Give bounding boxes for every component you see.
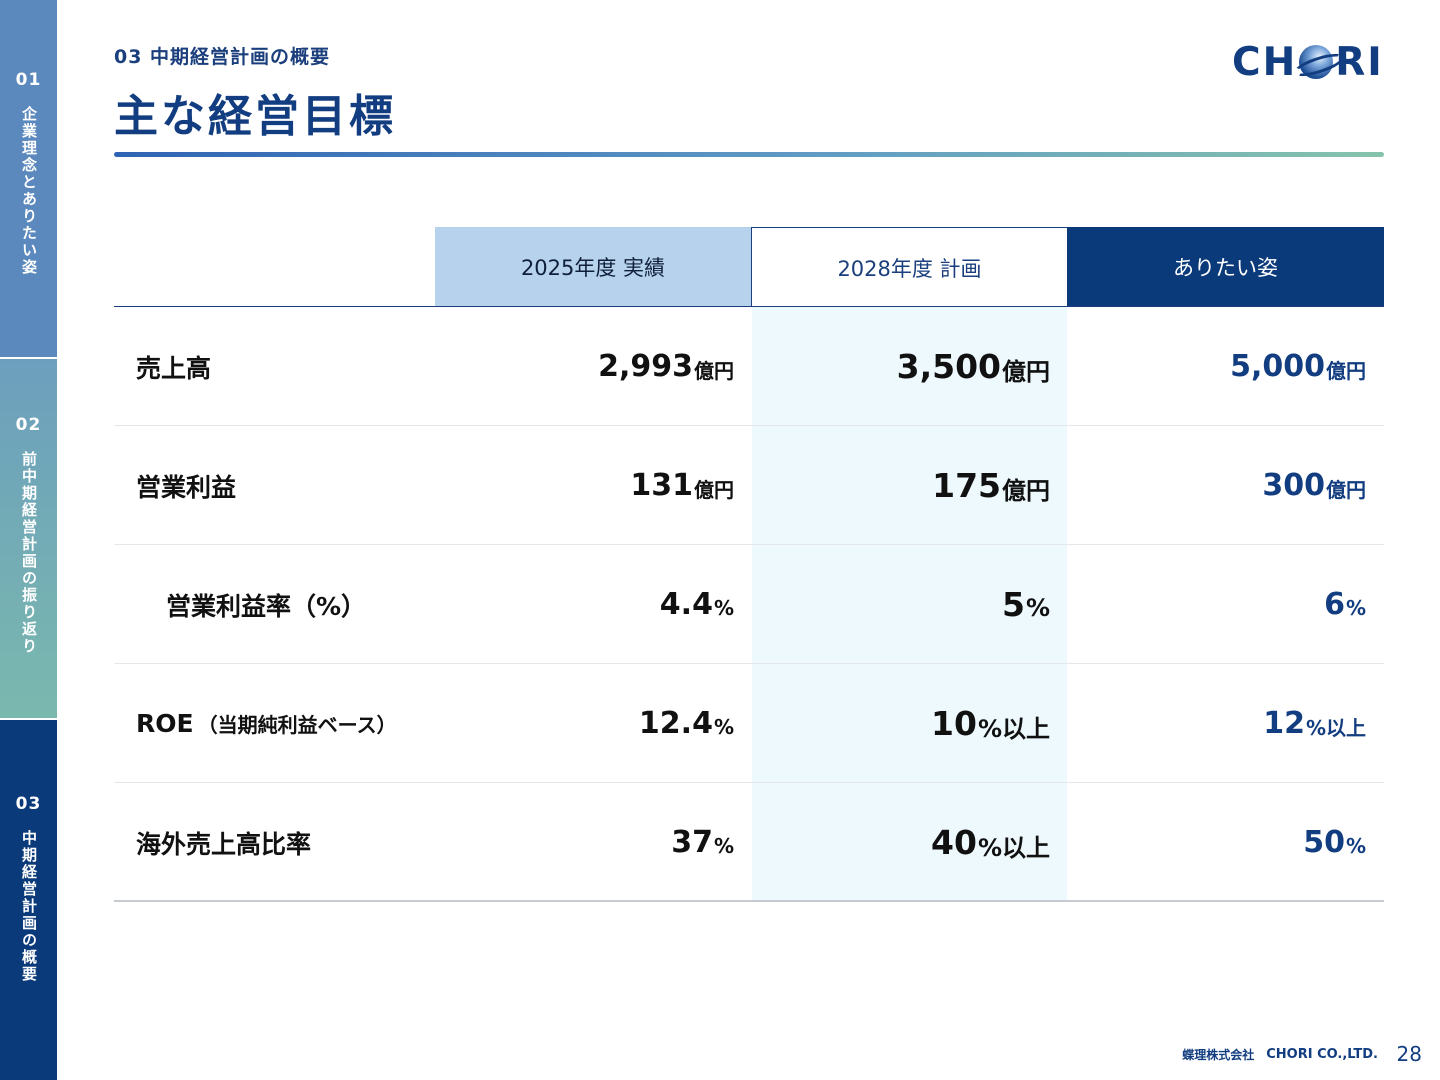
sidebar-item-number: 01 [15,70,42,90]
table-row: 海外売上高比率 37% 40 %以上 50% [114,783,1384,902]
title-divider [114,152,1384,157]
section-sidebar: 01 企業理念とありたい姿 02 前中期経営計画の振り返り 03 中期経営計画の… [0,0,57,1080]
cell-value: 175 [932,466,1001,505]
cell-value: 10 [931,704,977,743]
row-label-text: 売上高 [136,353,212,383]
cell-actual: 4.4% [435,545,734,664]
cell-unit: %以上 [977,715,1050,743]
column-header-actual: 2025年度 実績 [435,227,751,307]
cell-vision: 6% [1067,545,1366,664]
company-suffix: CO.,LTD. [1317,1047,1378,1062]
row-label: 海外売上高比率 [136,783,311,902]
cell-unit: % [713,833,734,858]
cell-value: 300 [1262,468,1325,503]
cell-unit: %以上 [977,834,1050,862]
cell-plan: 40 %以上 [751,783,1050,902]
row-label: ROE （当期純利益ベース） [136,664,397,783]
header-divider [114,306,1384,307]
cell-unit: %以上 [1305,716,1366,740]
row-label-text: ROE [136,709,194,738]
row-label-text: 営業利益 [136,472,237,502]
cell-value: 3,500 [896,347,1001,386]
cell-unit: % [1345,833,1366,858]
cell-plan: 3,500 億円 [751,307,1050,426]
table-row: ROE （当期純利益ベース） 12.4% 10 %以上 12 %以上 [114,664,1384,783]
cell-unit: 億円 [1002,358,1050,386]
row-divider [114,900,1384,902]
row-divider [114,425,1384,426]
company-name-jp: 蝶理株式会社 [1182,1048,1255,1062]
sidebar-item-label: 企業理念とありたい姿 [20,106,38,276]
cell-value: 12.4 [638,706,713,741]
row-label-text: 海外売上高比率 [136,829,312,859]
cell-unit: 億円 [1326,359,1366,383]
page-number: 28 [1396,1042,1422,1066]
sidebar-item-label: 中期経営計画の概要 [20,830,38,983]
cell-value: 5,000 [1230,349,1325,384]
cell-vision: 5,000 億円 [1067,307,1366,426]
cell-value: 6 [1324,587,1345,622]
cell-vision: 12 %以上 [1067,664,1366,783]
logo-text-before: CH [1232,39,1298,85]
globe-icon [1299,45,1334,79]
column-header-plan: 2028年度 計画 [751,227,1068,307]
cell-value: 37 [671,825,713,860]
sidebar-item-number: 03 [15,794,42,814]
plan-column-highlight [752,307,1067,902]
cell-value: 131 [630,468,693,503]
sidebar-item-01[interactable]: 01 企業理念とありたい姿 [0,0,57,357]
sidebar-item-02[interactable]: 02 前中期経営計画の振り返り [0,359,57,718]
cell-actual: 37% [435,783,734,902]
cell-unit: % [713,595,734,620]
row-divider [114,663,1384,664]
company-brand: CHORI [1266,1047,1313,1062]
cell-unit: 億円 [1326,478,1366,502]
row-label: 営業利益率（%） [166,545,366,664]
cell-vision: 50% [1067,783,1366,902]
cell-plan: 10 %以上 [751,664,1050,783]
cell-value: 12 [1263,706,1305,741]
cell-unit: 億円 [694,478,734,502]
section-subtitle: 03 中期経営計画の概要 [114,46,331,68]
cell-value: 5 [1001,585,1025,624]
footer-company: 蝶理株式会社 CHORI CO.,LTD. [1182,1046,1378,1063]
company-name-en: CHORI CO.,LTD. [1266,1047,1378,1062]
cell-value: 50 [1303,825,1345,860]
row-label-note: （当期純利益ベース） [197,713,397,737]
table-row: 営業利益 131 億円 175 億円 300 億円 [114,426,1384,545]
cell-unit: % [713,714,734,739]
row-label: 売上高 [136,307,211,426]
table-row: 売上高 2,993 億円 3,500 億円 5,000 億円 [114,307,1384,426]
sidebar-item-03-active[interactable]: 03 中期経営計画の概要 [0,720,57,1080]
cell-actual: 131 億円 [435,426,734,545]
cell-plan: 5% [751,545,1050,664]
table-row: 営業利益率（%） 4.4% 5% 6% [114,545,1384,664]
page-title: 主な経営目標 [114,91,396,142]
row-label-text: 営業利益率（%） [166,591,367,621]
logo-text-after: RI [1335,39,1384,85]
cell-value: 40 [931,823,977,862]
row-divider [114,782,1384,783]
cell-unit: 億円 [694,359,734,383]
cell-actual: 2,993 億円 [435,307,734,426]
column-header-vision: ありたい姿 [1067,227,1384,307]
row-divider [114,544,1384,545]
cell-vision: 300 億円 [1067,426,1366,545]
row-label: 営業利益 [136,426,236,545]
cell-value: 4.4 [659,587,713,622]
cell-plan: 175 億円 [751,426,1050,545]
sidebar-item-label: 前中期経営計画の振り返り [20,451,38,655]
cell-actual: 12.4% [435,664,734,783]
cell-unit: % [1025,593,1050,622]
chori-logo: CH RI [1232,39,1384,85]
cell-unit: 億円 [1002,477,1050,505]
cell-unit: % [1345,595,1366,620]
cell-value: 2,993 [598,349,693,384]
sidebar-item-number: 02 [15,415,42,435]
